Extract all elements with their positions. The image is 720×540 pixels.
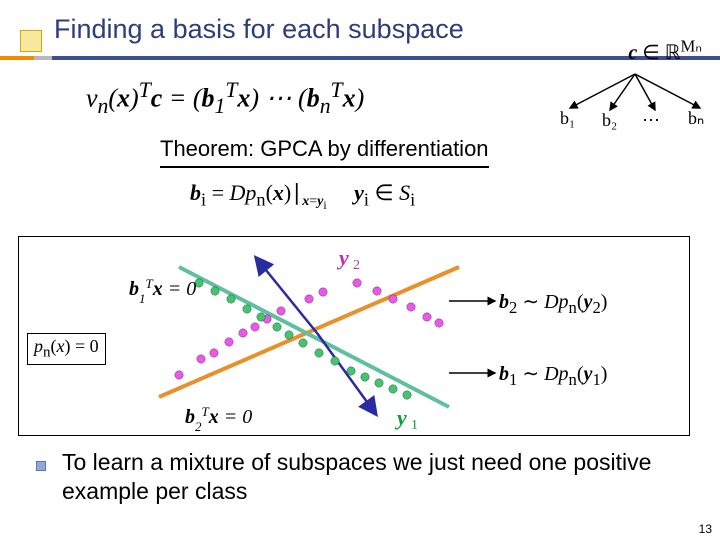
underline-seg-b	[34, 56, 52, 60]
title-underline	[0, 56, 720, 60]
diagram-box: y 2 y 1 b1Tx = 0 b2Tx = 0 pn(x) = 0 b2 ∼…	[18, 236, 690, 436]
bullet-square-icon	[36, 458, 46, 468]
b2-relation: b2 ∼ Dpn(y2)	[499, 289, 607, 318]
slide-title-band: Finding a basis for each subspace	[54, 14, 674, 50]
main-equation: νn(x)Tc = (b1Tx) ⋯ (bnTx)	[86, 78, 364, 119]
fan-label-bn: bₙ	[688, 108, 704, 129]
fan-label-b2: b₂	[602, 110, 617, 131]
theorem-caption: Theorem: GPCA by differentiation	[160, 136, 489, 168]
diagram-svg: y 2 y 1 b1Tx = 0 b2Tx = 0	[19, 237, 689, 435]
y1-label: y	[394, 405, 407, 430]
fan-label-dots: ⋯	[642, 110, 660, 131]
svg-text:2: 2	[353, 258, 360, 273]
title-accent-square	[20, 30, 42, 52]
svg-text:1: 1	[411, 418, 418, 433]
slide-title: Finding a basis for each subspace	[54, 14, 464, 44]
fan-label-b1: b₁	[560, 108, 575, 129]
bullet-text: To learn a mixture of subspaces we just …	[62, 448, 702, 506]
b1-relation: b1 ∼ Dpn(y1)	[499, 361, 607, 390]
basis-fan: b₁ b₂ ⋯ bₙ	[560, 68, 710, 128]
pn-box: pn(x) = 0	[27, 333, 106, 365]
underline-seg-a	[0, 56, 34, 60]
y2-label: y	[336, 245, 349, 270]
underline-seg-c	[52, 56, 720, 60]
theorem-equation: bi = Dpn(x)∣x=yi yi ∈ Si	[190, 180, 415, 212]
svg-text:b1Tx = 0: b1Tx = 0	[129, 276, 196, 306]
page-number: 13	[699, 522, 712, 536]
svg-text:b2Tx = 0: b2Tx = 0	[185, 404, 252, 434]
c-in-R-label: c ∈ ℝMₙ	[628, 36, 702, 65]
